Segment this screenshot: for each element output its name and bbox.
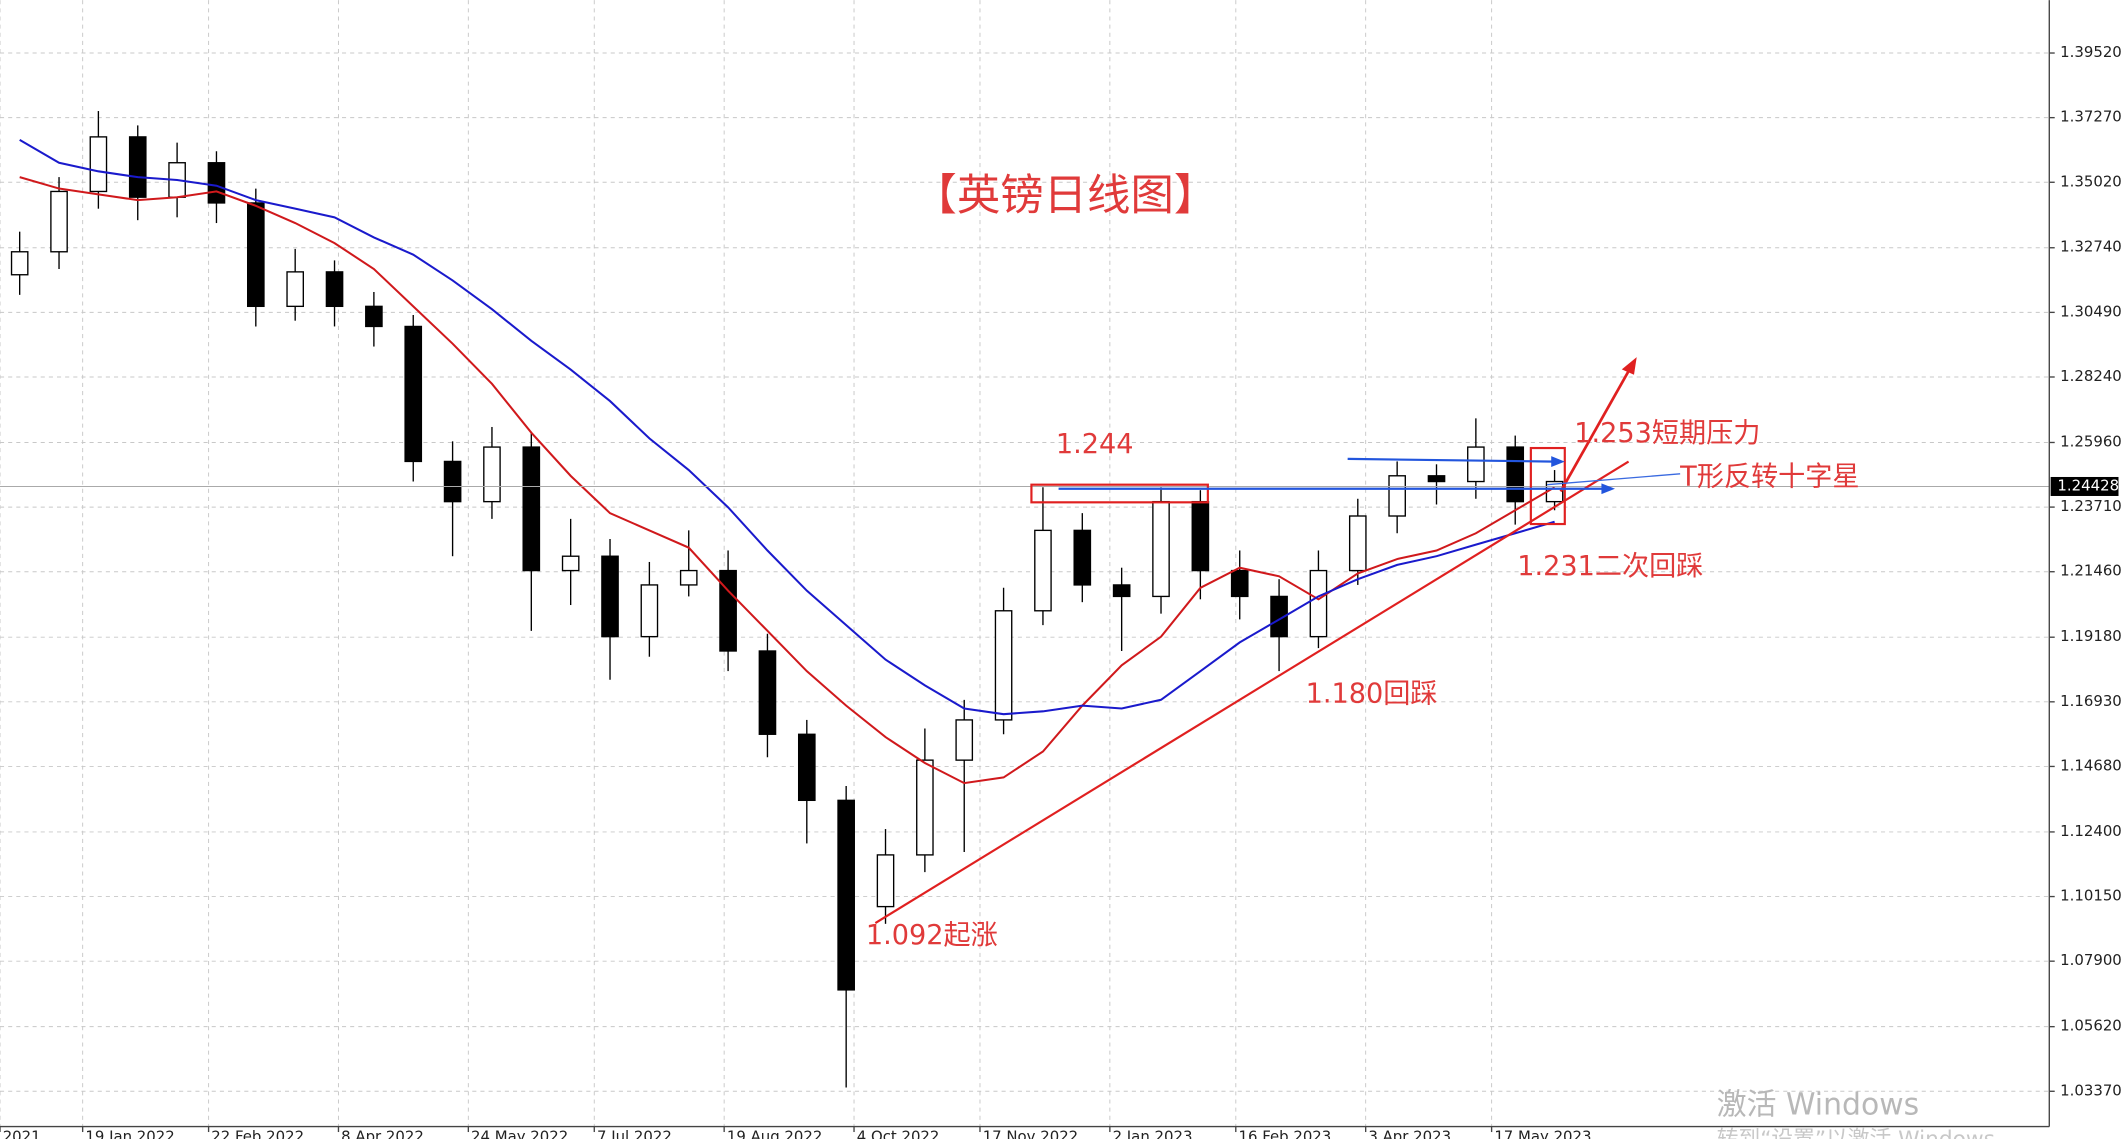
- candle-body: [404, 325, 423, 463]
- y-tick-label: 1.12400: [2060, 822, 2122, 840]
- candle-body: [601, 555, 619, 638]
- candle-body: [1467, 446, 1485, 483]
- y-tick-label: 1.14680: [2060, 756, 2122, 774]
- candle-body: [207, 162, 226, 204]
- watermark: 转到“设置”以激活 Windows。: [1717, 1127, 2017, 1139]
- watermark: 激活 Windows: [1717, 1088, 1919, 1123]
- candle-body: [1348, 515, 1367, 572]
- y-tick-label: 1.10150: [2060, 887, 2122, 905]
- candle-body: [365, 305, 383, 328]
- x-tick-label: 2021: [3, 1127, 41, 1139]
- annotation: 1.244: [1056, 429, 1134, 460]
- x-tick-label: 17 May 2023: [1494, 1127, 1591, 1139]
- candle-body: [1112, 584, 1131, 598]
- x-tick-label: 2 Jan 2023: [1113, 1127, 1193, 1139]
- y-tick-label: 1.32740: [2060, 238, 2122, 256]
- candle-body: [1506, 446, 1525, 503]
- candle-body: [994, 610, 1013, 721]
- candle-body: [719, 569, 737, 652]
- candle-body: [955, 719, 974, 761]
- x-tick-label: 4 Oct 2022: [857, 1127, 940, 1139]
- chart-title: 【英镑日线图】: [913, 171, 1217, 221]
- candle-body: [916, 759, 934, 856]
- candle-body: [483, 446, 501, 503]
- candle-body: [1270, 595, 1288, 638]
- candle-body: [1034, 529, 1052, 612]
- candle-body: [797, 733, 816, 802]
- y-tick-label: 1.25960: [2060, 432, 2122, 450]
- candle-body: [286, 271, 304, 308]
- arrow-head: [1621, 357, 1637, 375]
- y-tick-label: 1.37270: [2060, 108, 2122, 126]
- plot: [0, 111, 2050, 1088]
- candle-body: [561, 555, 580, 572]
- candle-body: [50, 190, 68, 253]
- level-line: [1347, 457, 1556, 463]
- y-tick-label: 1.16930: [2060, 692, 2122, 710]
- candle-body: [443, 460, 462, 503]
- doji-box: [1529, 446, 1566, 526]
- arrow-head: [1551, 456, 1565, 468]
- drawings: [0, 0, 2050, 1128]
- moving-average: [19, 176, 1556, 785]
- x-tick-label: 19 Jan 2022: [85, 1127, 174, 1139]
- candle-body: [325, 271, 344, 308]
- candle-body: [679, 569, 698, 586]
- candle-body: [1309, 569, 1328, 638]
- candle-body: [1152, 500, 1170, 598]
- candle-body: [89, 136, 108, 193]
- resistance-box: [1030, 483, 1209, 504]
- x-tick-label: 22 Feb 2022: [211, 1127, 304, 1139]
- annotation: 1.180回踩: [1306, 679, 1438, 710]
- x-tick-label: 17 Nov 2022: [983, 1127, 1078, 1139]
- y-tick-label: 1.23710: [2060, 497, 2122, 515]
- candle-body: [522, 446, 541, 572]
- x-tick-label: 24 May 2022: [471, 1127, 568, 1139]
- y-tick-label: 1.35020: [2060, 172, 2122, 190]
- y-tick-label: 1.07900: [2060, 951, 2122, 969]
- pointer-line: [1547, 473, 1681, 486]
- y-tick-label: 1.21460: [2060, 562, 2122, 580]
- y-tick-label: 1.39520: [2060, 43, 2122, 61]
- current-price-label: 1.24428: [2057, 476, 2119, 494]
- candle-body: [1191, 500, 1210, 572]
- y-tick-label: 1.30490: [2060, 302, 2122, 320]
- x-tick-label: 19 Aug 2022: [727, 1127, 823, 1139]
- candle-body: [1230, 569, 1249, 598]
- x-tick-label: 8 Apr 2022: [341, 1127, 424, 1139]
- current-price-box: [2050, 476, 2119, 496]
- x-tick-label: 16 Feb 2023: [1239, 1127, 1332, 1139]
- candle-body: [758, 650, 777, 735]
- moving-average: [19, 138, 1555, 716]
- trend-line: [874, 460, 1630, 924]
- annotation: 1.231二次回踩: [1517, 551, 1703, 582]
- annotation: 1.253短期压力: [1574, 418, 1760, 449]
- candle-body: [1388, 475, 1406, 517]
- arrow: [1559, 363, 1634, 493]
- candle-body: [1073, 529, 1092, 586]
- y-tick-label: 1.05620: [2060, 1017, 2122, 1035]
- annotation: 1.092起涨: [866, 920, 998, 951]
- candle-body: [1427, 475, 1446, 483]
- x-tick-label: 3 Apr 2023: [1368, 1127, 1451, 1139]
- annotation: T形反转十字星: [1679, 461, 1859, 492]
- candle-body: [10, 251, 29, 276]
- arrow-head: [1601, 483, 1615, 495]
- grid: [0, 0, 2055, 1133]
- y-tick-label: 1.03370: [2060, 1081, 2122, 1099]
- candle-body: [837, 799, 855, 991]
- candle-body: [128, 136, 147, 198]
- candle-body: [876, 854, 895, 908]
- y-tick-label: 1.19180: [2060, 627, 2122, 645]
- candle-body: [640, 584, 659, 638]
- candle-body: [246, 202, 265, 308]
- x-tick-label: 7 Jul 2022: [597, 1127, 672, 1139]
- y-tick-label: 1.28240: [2060, 367, 2122, 385]
